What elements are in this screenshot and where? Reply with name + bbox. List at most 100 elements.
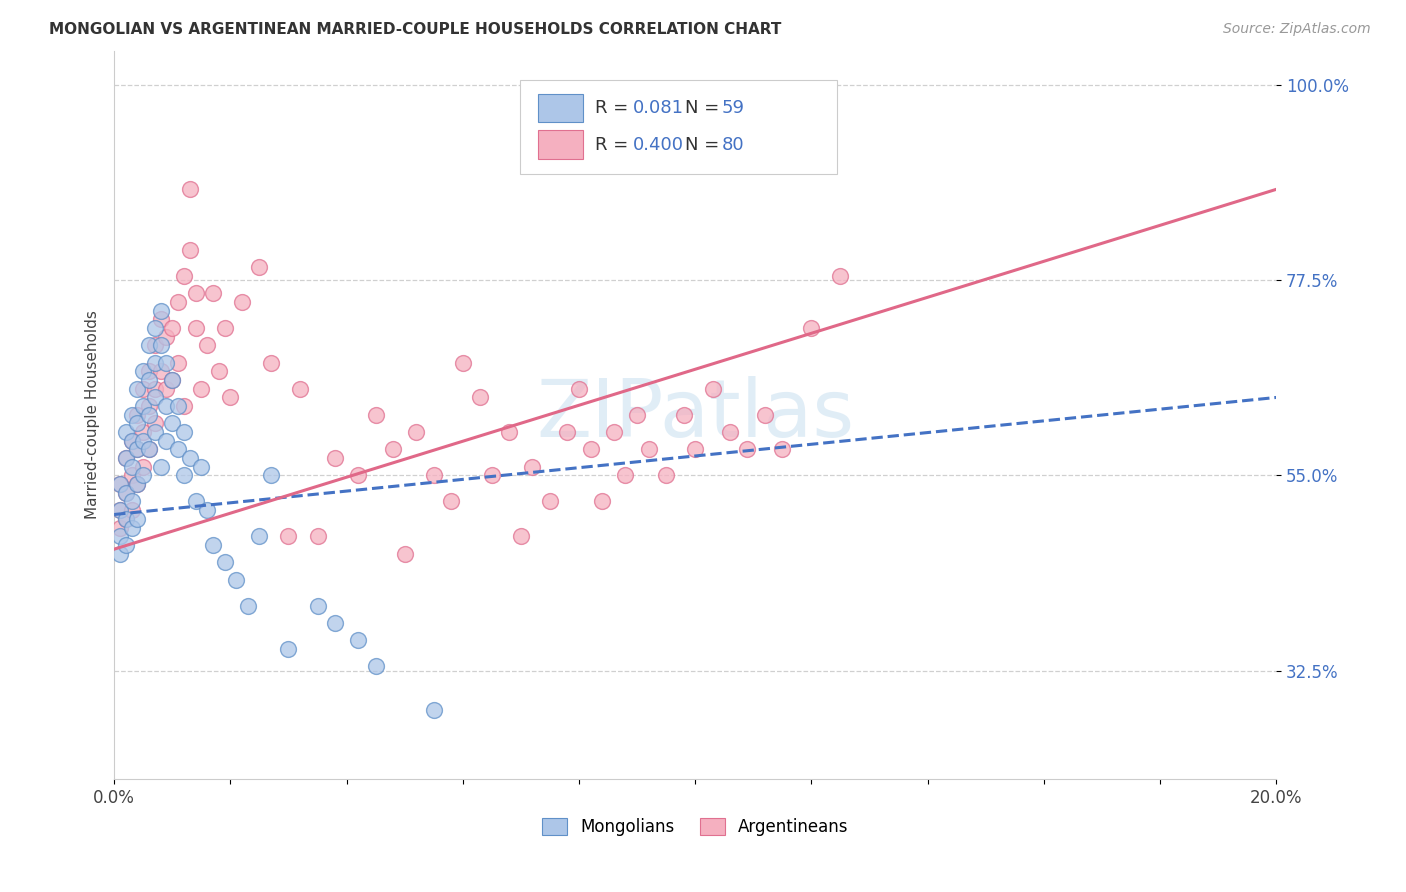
- Point: [127, 477, 149, 491]
- Point: [138, 364, 160, 378]
- Point: [394, 547, 416, 561]
- Point: [568, 382, 591, 396]
- Point: [108, 477, 131, 491]
- Text: ZIPatlas: ZIPatlas: [536, 376, 855, 454]
- Point: [121, 434, 143, 448]
- Point: [167, 442, 190, 457]
- Point: [184, 321, 207, 335]
- Point: [108, 547, 131, 561]
- Point: [149, 312, 172, 326]
- Legend: Mongolians, Argentineans: Mongolians, Argentineans: [541, 818, 848, 836]
- Point: [167, 399, 190, 413]
- Text: R =: R =: [595, 99, 634, 117]
- Point: [114, 451, 136, 466]
- Text: N =: N =: [685, 99, 724, 117]
- Text: N =: N =: [685, 136, 724, 153]
- Point: [132, 399, 155, 413]
- Point: [208, 364, 231, 378]
- Point: [114, 512, 136, 526]
- Text: 0.400: 0.400: [633, 136, 683, 153]
- Point: [603, 425, 626, 439]
- Point: [132, 425, 155, 439]
- Point: [683, 442, 706, 457]
- Point: [114, 485, 136, 500]
- Point: [614, 468, 637, 483]
- Point: [173, 269, 195, 284]
- Point: [201, 538, 224, 552]
- Point: [307, 529, 329, 543]
- Point: [155, 356, 177, 370]
- Point: [201, 286, 224, 301]
- Point: [770, 442, 793, 457]
- Point: [121, 494, 143, 508]
- Point: [143, 382, 166, 396]
- Point: [591, 494, 613, 508]
- Point: [364, 408, 387, 422]
- Point: [114, 538, 136, 552]
- Point: [108, 503, 131, 517]
- Point: [323, 451, 346, 466]
- Point: [121, 468, 143, 483]
- Point: [143, 356, 166, 370]
- Point: [162, 373, 184, 387]
- Point: [236, 599, 259, 613]
- Point: [347, 633, 370, 648]
- Point: [440, 494, 463, 508]
- Point: [195, 338, 218, 352]
- Point: [422, 702, 444, 716]
- Point: [127, 442, 149, 457]
- Point: [149, 364, 172, 378]
- Point: [155, 434, 177, 448]
- Point: [143, 321, 166, 335]
- Point: [155, 330, 177, 344]
- Point: [143, 338, 166, 352]
- Point: [138, 338, 160, 352]
- Text: 80: 80: [721, 136, 744, 153]
- Point: [470, 391, 492, 405]
- Point: [132, 434, 155, 448]
- Point: [167, 295, 190, 310]
- Point: [108, 477, 131, 491]
- Point: [179, 243, 201, 257]
- Point: [557, 425, 579, 439]
- Point: [195, 503, 218, 517]
- Point: [347, 468, 370, 483]
- Point: [155, 399, 177, 413]
- Point: [114, 485, 136, 500]
- Point: [132, 364, 155, 378]
- Point: [451, 356, 474, 370]
- Point: [127, 512, 149, 526]
- Point: [149, 459, 172, 474]
- Point: [800, 321, 823, 335]
- Point: [121, 520, 143, 534]
- Point: [509, 529, 531, 543]
- Point: [114, 512, 136, 526]
- Point: [173, 425, 195, 439]
- Point: [364, 659, 387, 673]
- Point: [155, 382, 177, 396]
- Point: [277, 529, 299, 543]
- Point: [190, 382, 212, 396]
- Point: [249, 529, 271, 543]
- Point: [162, 373, 184, 387]
- Point: [626, 408, 648, 422]
- Point: [405, 425, 427, 439]
- Point: [190, 459, 212, 474]
- Point: [754, 408, 776, 422]
- Point: [219, 391, 242, 405]
- Point: [179, 451, 201, 466]
- Point: [121, 503, 143, 517]
- Point: [132, 468, 155, 483]
- Point: [830, 269, 852, 284]
- Point: [382, 442, 405, 457]
- Text: 59: 59: [721, 99, 744, 117]
- Point: [538, 494, 561, 508]
- Point: [184, 286, 207, 301]
- Point: [132, 382, 155, 396]
- Point: [138, 373, 160, 387]
- Point: [637, 442, 659, 457]
- Point: [121, 408, 143, 422]
- Point: [108, 520, 131, 534]
- Point: [127, 477, 149, 491]
- Point: [672, 408, 695, 422]
